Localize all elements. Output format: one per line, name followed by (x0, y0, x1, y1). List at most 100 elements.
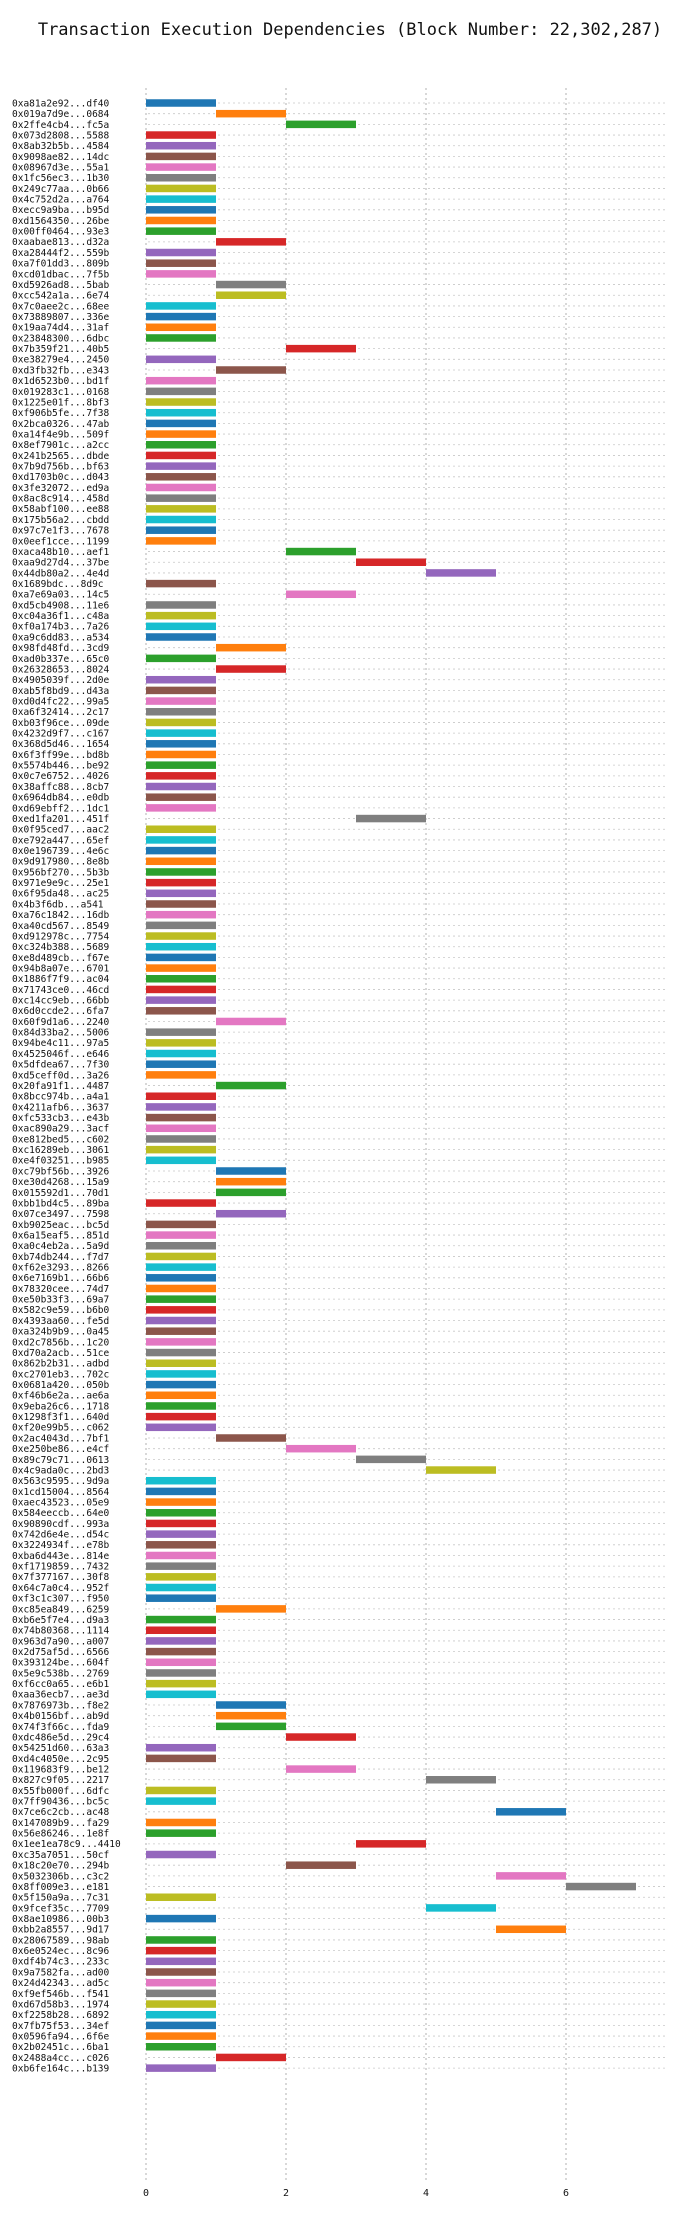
y-tick-label: 0xa7e69a03...14c5 (12, 590, 109, 601)
y-tick-label: 0x89c79c71...0613 (12, 1455, 109, 1466)
transaction-bar (216, 1701, 286, 1709)
transaction-bar (216, 665, 286, 673)
transaction-bar (146, 483, 216, 492)
y-tick-label: 0xaa9d27d4...37be (12, 558, 110, 569)
transaction-bar (146, 1145, 216, 1154)
y-tick-label: 0x78320cee...74d7 (12, 1284, 109, 1295)
transaction-bar (146, 1647, 216, 1656)
transaction-bar (216, 109, 286, 118)
transaction-bar (146, 1263, 216, 1271)
y-tick-label: 0x4211afb6...3637 (12, 1102, 109, 1113)
transaction-bar (216, 1711, 286, 1720)
y-tick-label: 0xdc486e5d...29c4 (12, 1732, 110, 1743)
transaction-bar (146, 1071, 216, 1079)
y-tick-label: 0xab5f8bd9...d43a (12, 686, 109, 697)
y-tick-label: 0x2ffe4cb4...fc5a (12, 120, 109, 131)
y-tick-label: 0x74f3f66c...fda9 (12, 1722, 110, 1733)
transaction-bar (146, 408, 216, 417)
transaction-bar (146, 1316, 216, 1325)
transaction-bar (146, 1092, 216, 1100)
y-tick-label: 0x6964db84...e0db (12, 793, 110, 804)
y-tick-label: 0xf6cc0a65...e6b1 (12, 1679, 110, 1690)
y-tick-label: 0xd3fb32fb...e343 (12, 365, 109, 376)
transaction-bar (146, 1284, 216, 1293)
transaction-bar (146, 761, 216, 769)
y-tick-label: 0x2ac4043d...7bf1 (12, 1433, 110, 1444)
y-tick-label: 0x90890cdf...993a (12, 1519, 109, 1530)
transaction-bar (146, 601, 216, 609)
y-tick-label: 0x1cd15004...8564 (12, 1487, 110, 1498)
transaction-bar (216, 280, 286, 289)
transaction-bar (146, 131, 216, 139)
transaction-bar (146, 1690, 216, 1699)
transaction-bar (216, 643, 286, 652)
transaction-bar (146, 868, 216, 876)
transaction-bar (146, 537, 216, 545)
transaction-bar (146, 1936, 216, 1944)
y-tick-label: 0xa6f32414...2c17 (12, 707, 109, 718)
transaction-bar (146, 910, 216, 919)
transaction-bar (146, 1007, 216, 1015)
transaction-bar (286, 1444, 356, 1453)
y-tick-label: 0xa76c1842...16db (12, 910, 110, 921)
y-tick-label: 0x7b9d756b...bf63 (12, 462, 109, 473)
transaction-bar (146, 633, 216, 641)
transaction-bar (146, 622, 216, 631)
y-tick-label: 0xf3c1c307...f950 (12, 1594, 110, 1605)
y-tick-label: 0x23848300...6dbc (12, 333, 109, 344)
transaction-bar (146, 184, 216, 193)
y-tick-label: 0x97c7e1f3...7678 (12, 526, 110, 537)
transaction-bar (146, 836, 216, 844)
y-tick-label: 0x9a7582fa...ad00 (12, 1967, 110, 1978)
y-tick-label: 0x073d2808...5588 (12, 130, 110, 141)
y-tick-label: 0xe50b33f3...69a7 (12, 1295, 109, 1306)
transaction-bar (146, 1637, 216, 1645)
y-tick-label: 0x119683f9...be12 (12, 1764, 109, 1775)
transaction-bar (286, 1861, 356, 1869)
transaction-bar (146, 932, 216, 940)
y-tick-label: 0x0681a420...050b (12, 1380, 110, 1391)
transaction-bar (146, 1412, 216, 1421)
transaction-bar (146, 141, 216, 150)
y-tick-label: 0xcd01dbac...7f5b (12, 269, 110, 280)
y-tick-label: 0x862b2b31...adbd (12, 1359, 109, 1370)
y-tick-label: 0x84d33ba2...5006 (12, 1028, 110, 1039)
y-tick-label: 0x827c9f05...2217 (12, 1775, 109, 1786)
y-tick-label: 0x58abf100...ee88 (12, 504, 110, 515)
y-tick-label: 0xe4f03251...b985 (12, 1156, 109, 1167)
y-tick-label: 0x55fb000f...6dfc (12, 1786, 109, 1797)
transaction-bar (146, 1978, 216, 1987)
transaction-bar (146, 708, 216, 716)
transaction-bar (146, 99, 216, 107)
transaction-bar (146, 729, 216, 737)
transaction-bar (146, 174, 216, 182)
y-tick-label: 0xf62e3293...8266 (12, 1263, 110, 1274)
y-tick-label: 0x7fb75f53...34ef (12, 2021, 109, 2032)
transaction-bar (146, 686, 216, 695)
y-tick-label: 0x9098ae82...14dc (12, 152, 109, 163)
transaction-bar (146, 1242, 216, 1250)
y-tick-label: 0xf20e99b5...c062 (12, 1423, 109, 1434)
y-tick-label: 0xa0c4eb2a...5a9d (12, 1241, 109, 1252)
y-tick-label: 0xaa36ecb7...ae3d (12, 1690, 109, 1701)
transaction-bar (146, 387, 216, 396)
transaction-bar (146, 1370, 216, 1378)
y-tick-label: 0x019283c1...0168 (12, 387, 110, 398)
y-tick-label: 0xaabae813...d32a (12, 237, 109, 248)
y-tick-label: 0x54251d60...63a3 (12, 1743, 109, 1754)
y-tick-label: 0x56e86246...1e8f (12, 1829, 109, 1840)
y-tick-label: 0x74b80368...1114 (12, 1626, 110, 1637)
y-tick-label: 0xd4c4050e...2c95 (12, 1754, 109, 1765)
y-tick-label: 0x0596fa94...6f6e (12, 2031, 110, 2042)
transaction-bar (146, 1359, 216, 1367)
transaction-bar (146, 1199, 216, 1207)
y-tick-label: 0xd1564350...26be (12, 216, 110, 227)
transaction-bar (146, 1530, 216, 1538)
y-tick-label: 0xd2c7856b...1c20 (12, 1337, 110, 1348)
transaction-bar (146, 1551, 216, 1560)
y-tick-label: 0xd67d58b3...1974 (12, 1999, 110, 2010)
transaction-bar (146, 1669, 216, 1677)
y-tick-label: 0x7ff90436...bc5c (12, 1797, 109, 1808)
y-tick-label: 0x971e9e9c...25e1 (12, 878, 110, 889)
transaction-bar (146, 473, 216, 481)
